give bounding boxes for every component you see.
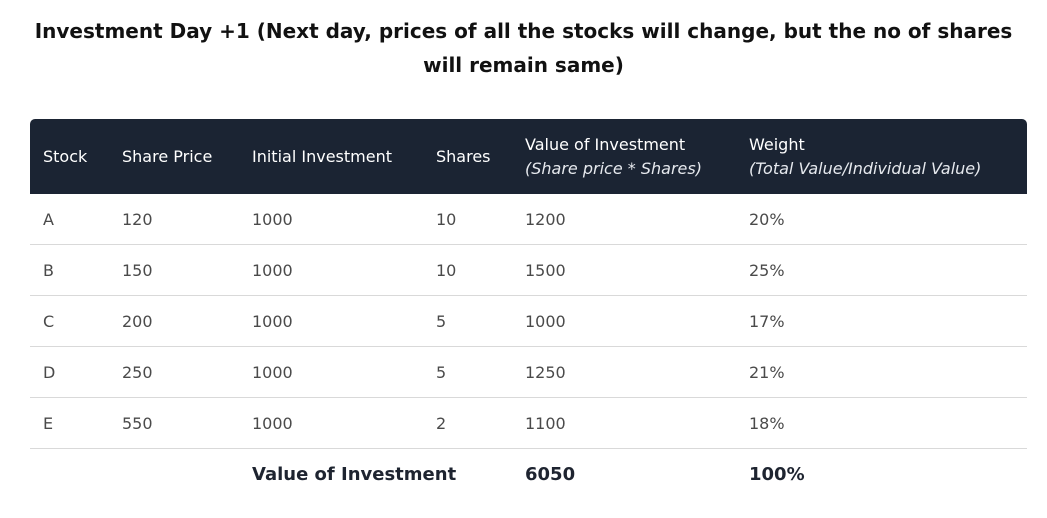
table-row: A 120 1000 10 1200 20% <box>30 194 1027 245</box>
cell-share-price: 250 <box>109 346 239 398</box>
table-row: C 200 1000 5 1000 17% <box>30 295 1027 347</box>
cell-value: 1200 <box>512 194 736 245</box>
header-sublabel: (Share price * Shares) <box>525 158 702 178</box>
header-value-of-investment: Value of Investment (Share price * Share… <box>512 119 736 194</box>
cell-initial-investment: 1000 <box>239 346 423 398</box>
cell-value: 1100 <box>512 397 736 449</box>
cell-value: 1000 <box>512 295 736 347</box>
cell-initial-investment: 1000 <box>239 397 423 449</box>
cell-share-price: 150 <box>109 244 239 296</box>
cell-shares: 5 <box>423 346 512 398</box>
header-label: Value of Investment <box>525 134 686 154</box>
cell-weight: 21% <box>736 346 1027 398</box>
header-shares: Shares <box>423 119 512 194</box>
cell-share-price: 200 <box>109 295 239 347</box>
table-row: B 150 1000 10 1500 25% <box>30 244 1027 296</box>
cell-stock: C <box>30 295 109 347</box>
cell-empty <box>109 449 239 500</box>
table-row: D 250 1000 5 1250 21% <box>30 346 1027 398</box>
header-label: Initial Investment <box>252 146 392 166</box>
cell-initial-investment: 1000 <box>239 244 423 296</box>
cell-empty <box>30 449 109 500</box>
header-label: Shares <box>436 146 491 166</box>
header-share-price: Share Price <box>109 119 239 194</box>
table-row: E 550 1000 2 1100 18% <box>30 397 1027 449</box>
cell-weight: 20% <box>736 194 1027 245</box>
cell-weight: 18% <box>736 397 1027 449</box>
cell-value: 1500 <box>512 244 736 296</box>
header-label: Stock <box>43 146 88 166</box>
header-stock: Stock <box>30 119 109 194</box>
cell-share-price: 120 <box>109 194 239 245</box>
total-value: 6050 <box>525 463 576 485</box>
cell-stock: A <box>30 194 109 245</box>
cell-stock: B <box>30 244 109 296</box>
cell-initial-investment: 1000 <box>239 194 423 245</box>
cell-weight: 17% <box>736 295 1027 347</box>
header-label: Weight <box>749 134 805 154</box>
cell-stock: D <box>30 346 109 398</box>
header-weight: Weight (Total Value/Individual Value) <box>736 119 1027 194</box>
header-initial-investment: Initial Investment <box>239 119 423 194</box>
table-body: A 120 1000 10 1200 20% B 150 1000 10 150… <box>30 194 1027 499</box>
cell-shares: 2 <box>423 397 512 449</box>
cell-shares: 10 <box>423 194 512 245</box>
total-weight: 100% <box>749 463 805 485</box>
cell-initial-investment: 1000 <box>239 295 423 347</box>
header-row: Stock Share Price Initial Investment Sha… <box>30 119 1027 194</box>
header-sublabel: (Total Value/Individual Value) <box>749 158 982 178</box>
cell-stock: E <box>30 397 109 449</box>
investment-table: Stock Share Price Initial Investment Sha… <box>30 119 1027 499</box>
header-label: Share Price <box>122 146 213 166</box>
total-label: Value of Investment <box>252 463 457 485</box>
cell-shares: 5 <box>423 295 512 347</box>
cell-share-price: 550 <box>109 397 239 449</box>
cell-value: 1250 <box>512 346 736 398</box>
table-header: Stock Share Price Initial Investment Sha… <box>30 119 1027 194</box>
total-row: Value of Investment 6050 100% <box>30 449 1027 500</box>
cell-weight: 25% <box>736 244 1027 296</box>
page-title: Investment Day +1 (Next day, prices of a… <box>34 19 1013 77</box>
cell-shares: 10 <box>423 244 512 296</box>
